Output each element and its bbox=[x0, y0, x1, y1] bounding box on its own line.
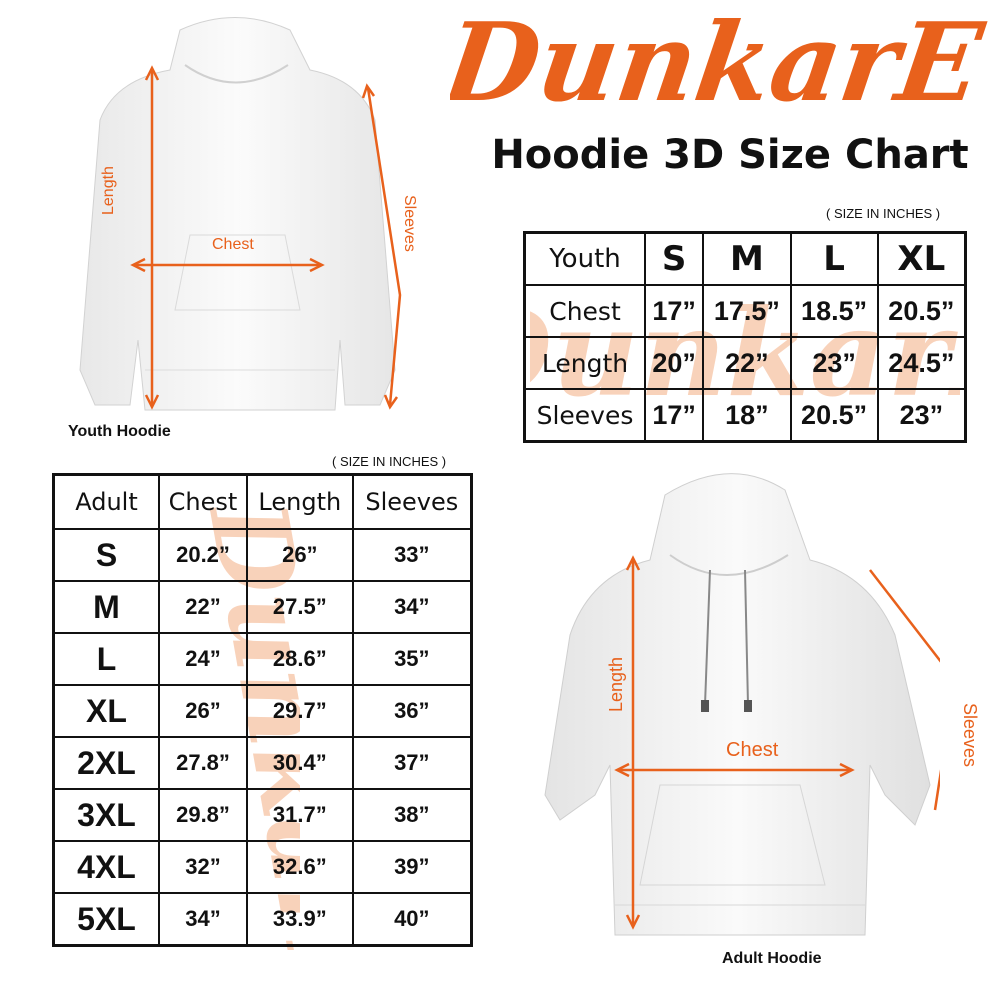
cell: 20.2” bbox=[157, 528, 249, 582]
cell: 23” bbox=[789, 336, 879, 390]
cell: 17” bbox=[643, 388, 705, 443]
cell: 29.8” bbox=[157, 788, 249, 842]
cell: 26” bbox=[246, 528, 354, 582]
adult-hoodie-image bbox=[544, 473, 940, 936]
size-label: XL bbox=[52, 684, 160, 738]
cell: 28.6” bbox=[246, 632, 354, 686]
cell: 22” bbox=[157, 580, 249, 634]
size-header: M bbox=[702, 231, 792, 286]
table-header-row: Adult Chest Length Sleeves bbox=[52, 473, 473, 530]
cell: 37” bbox=[351, 736, 473, 790]
corner-cell: Youth bbox=[523, 231, 646, 286]
youth-length-label: Length bbox=[100, 166, 117, 215]
table-row: XL 26” 29.7” 36” bbox=[52, 684, 473, 738]
youth-units-note: ( SIZE IN INCHES ) bbox=[826, 206, 941, 221]
table-row: 5XL 34” 33.9” 40” bbox=[52, 892, 473, 947]
column-header: Length bbox=[246, 473, 354, 530]
cell: 24.5” bbox=[876, 336, 967, 390]
table-row: 3XL 29.8” 31.7” 38” bbox=[52, 788, 473, 842]
svg-text:DunkarE: DunkarE bbox=[450, 0, 991, 125]
youth-hoodie-caption: Youth Hoodie bbox=[68, 423, 171, 440]
adult-units-note: ( SIZE IN INCHES ) bbox=[332, 454, 447, 469]
table-row: Sleeves 17” 18” 20.5” 23” bbox=[523, 388, 967, 443]
size-label: 3XL bbox=[52, 788, 160, 842]
cell: 18” bbox=[702, 388, 792, 443]
adult-length-label: Length bbox=[606, 656, 626, 712]
cell: 17” bbox=[643, 284, 705, 338]
cell: 33.9” bbox=[246, 892, 354, 947]
cell: 18.5” bbox=[789, 284, 879, 338]
cell: 33” bbox=[351, 528, 473, 582]
column-header: Adult bbox=[52, 473, 160, 530]
cell: 26” bbox=[157, 684, 249, 738]
column-header: Chest bbox=[157, 473, 249, 530]
size-header: XL bbox=[876, 231, 967, 286]
cell: 32.6” bbox=[246, 840, 354, 894]
cell: 20” bbox=[643, 336, 705, 390]
adult-size-table: Adult Chest Length Sleeves S 20.2” 26” 33” M… bbox=[52, 473, 473, 947]
cell: 32” bbox=[157, 840, 249, 894]
size-header: S bbox=[643, 231, 705, 286]
cell: 23” bbox=[876, 388, 967, 443]
size-label: 2XL bbox=[52, 736, 160, 790]
cell: 24” bbox=[157, 632, 249, 686]
cell: 39” bbox=[351, 840, 473, 894]
row-label: Sleeves bbox=[523, 388, 646, 443]
page-title: Hoodie 3D Size Chart bbox=[491, 132, 969, 178]
cell: 36” bbox=[351, 684, 473, 738]
cell: 30.4” bbox=[246, 736, 354, 790]
youth-size-table: Youth S M L XL Chest 17” 17.5” 18.5” 20.… bbox=[523, 231, 967, 443]
row-label: Length bbox=[523, 336, 646, 390]
cell: 29.7” bbox=[246, 684, 354, 738]
size-label: 4XL bbox=[52, 840, 160, 894]
cell: 34” bbox=[157, 892, 249, 947]
table-row: 2XL 27.8” 30.4” 37” bbox=[52, 736, 473, 790]
brand-logo: DunkarE bbox=[450, 0, 991, 125]
size-label: M bbox=[52, 580, 160, 634]
cell: 20.5” bbox=[876, 284, 967, 338]
cell: 20.5” bbox=[789, 388, 879, 443]
cell: 22” bbox=[702, 336, 792, 390]
youth-hoodie-image bbox=[79, 17, 402, 411]
table-header-row: Youth S M L XL bbox=[523, 231, 967, 286]
row-label: Chest bbox=[523, 284, 646, 338]
cell: 34” bbox=[351, 580, 473, 634]
adult-hoodie-caption: Adult Hoodie bbox=[722, 950, 822, 967]
cell: 27.8” bbox=[157, 736, 249, 790]
table-row: L 24” 28.6” 35” bbox=[52, 632, 473, 686]
size-label: L bbox=[52, 632, 160, 686]
table-row: Length 20” 22” 23” 24.5” bbox=[523, 336, 967, 390]
youth-chest-label: Chest bbox=[212, 236, 254, 253]
size-label: 5XL bbox=[52, 892, 160, 947]
adult-sleeves-label: Sleeves bbox=[960, 703, 980, 768]
table-row: M 22” 27.5” 34” bbox=[52, 580, 473, 634]
table-row: S 20.2” 26” 33” bbox=[52, 528, 473, 582]
cell: 35” bbox=[351, 632, 473, 686]
cell: 40” bbox=[351, 892, 473, 947]
cell: 31.7” bbox=[246, 788, 354, 842]
cell: 27.5” bbox=[246, 580, 354, 634]
table-row: 4XL 32” 32.6” 39” bbox=[52, 840, 473, 894]
youth-sleeves-label: Sleeves bbox=[401, 195, 418, 252]
column-header: Sleeves bbox=[351, 473, 473, 530]
size-header: L bbox=[789, 231, 879, 286]
table-row: Chest 17” 17.5” 18.5” 20.5” bbox=[523, 284, 967, 338]
cell: 38” bbox=[351, 788, 473, 842]
cell: 17.5” bbox=[702, 284, 792, 338]
size-label: S bbox=[52, 528, 160, 582]
adult-chest-label: Chest bbox=[726, 739, 779, 761]
